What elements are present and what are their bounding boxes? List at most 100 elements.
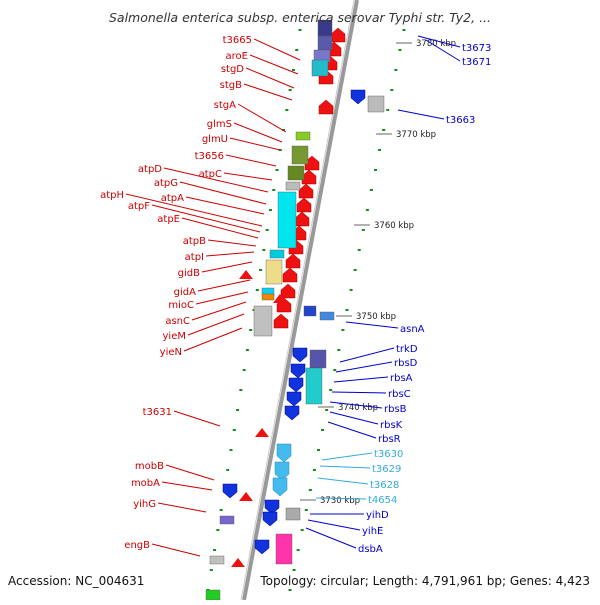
gene-label-asnA: asnA bbox=[400, 324, 425, 335]
leader-line bbox=[165, 464, 215, 481]
gene-block bbox=[219, 515, 235, 525]
accession-text: Accession: NC_004631 bbox=[8, 574, 145, 588]
gene-block bbox=[253, 305, 273, 337]
forward-gene-arrow bbox=[298, 183, 314, 199]
gene-label-yihG: yihG bbox=[133, 499, 156, 510]
leader-line bbox=[335, 361, 393, 373]
scale-label: 3750 kbp bbox=[356, 312, 396, 322]
gene-label-mobA: mobA bbox=[131, 478, 160, 489]
forward-gene-arrow bbox=[280, 283, 296, 299]
leader-line bbox=[179, 181, 267, 205]
gene-label-t3665: t3665 bbox=[223, 35, 252, 46]
forward-gene-arrow bbox=[294, 211, 310, 227]
leader-line bbox=[191, 301, 247, 321]
leader-line bbox=[207, 239, 257, 247]
gene-label-t3629: t3629 bbox=[372, 464, 401, 475]
ring-layer bbox=[206, 0, 406, 601]
gene-label-yihE: yihE bbox=[362, 526, 383, 537]
gene-label-dsbA: dsbA bbox=[358, 544, 383, 555]
reverse-gene-arrow bbox=[284, 405, 300, 421]
scale-label: 3730 kbp bbox=[320, 496, 360, 506]
gene-label-engB: engB bbox=[124, 540, 150, 551]
gene-label-rbsB: rbsB bbox=[384, 404, 407, 415]
gene-label-gidA: gidA bbox=[174, 287, 196, 298]
leader-line bbox=[229, 137, 281, 151]
leader-line bbox=[321, 452, 373, 461]
leader-line bbox=[425, 39, 461, 62]
leader-line bbox=[185, 196, 265, 215]
gene-label-atpB: atpB bbox=[183, 236, 206, 247]
gene-block bbox=[287, 165, 305, 181]
leader-line bbox=[125, 193, 263, 227]
gene-label-atpF: atpF bbox=[128, 201, 150, 212]
leader-line bbox=[329, 411, 379, 425]
gene-block bbox=[309, 349, 327, 369]
gene-label-mobB: mobB bbox=[135, 461, 164, 472]
gene-label-atpI: atpI bbox=[185, 252, 204, 263]
scale-label: 3760 kbp bbox=[374, 221, 414, 231]
gene-block bbox=[275, 533, 293, 565]
gene-label-mioC: mioC bbox=[168, 300, 194, 311]
reverse-gene-arrow bbox=[222, 483, 238, 499]
gene-label-stgD: stgD bbox=[221, 64, 244, 75]
leader-line bbox=[331, 391, 387, 394]
gene-block bbox=[295, 131, 311, 141]
rna-gene-arrow bbox=[276, 443, 292, 463]
reverse-gene-arrow bbox=[286, 391, 302, 407]
leader-line bbox=[223, 172, 273, 181]
gene-label-stgA: stgA bbox=[214, 100, 236, 111]
gene-block bbox=[303, 305, 317, 317]
gene-label-gidB: gidB bbox=[178, 268, 200, 279]
gene-label-asnC: asnC bbox=[165, 316, 190, 327]
gene-label-t3628: t3628 bbox=[370, 480, 399, 491]
leader-line bbox=[201, 261, 253, 273]
reverse-gene-arrow bbox=[290, 363, 306, 379]
gene-label-yihD: yihD bbox=[366, 510, 389, 521]
gene-block bbox=[311, 59, 329, 77]
leader-line bbox=[317, 477, 369, 485]
gene-block bbox=[319, 311, 335, 321]
gene-label-t3663: t3663 bbox=[446, 115, 475, 126]
leader-line bbox=[233, 122, 283, 143]
backbone-line bbox=[242, 0, 359, 601]
gene-block bbox=[305, 367, 323, 405]
feature-layer bbox=[205, 19, 385, 601]
forward-gene-arrow bbox=[296, 197, 312, 213]
gene-block bbox=[269, 249, 285, 259]
gene-block bbox=[209, 555, 225, 565]
leader-line bbox=[205, 251, 255, 257]
leader-line bbox=[173, 410, 221, 427]
forward-gene-arrow bbox=[255, 428, 269, 437]
leader-line bbox=[181, 217, 259, 239]
scale-label: 3780 kbp bbox=[416, 39, 456, 49]
leader-line bbox=[225, 154, 277, 167]
leader-line bbox=[307, 519, 361, 531]
gene-label-trkD: trkD bbox=[396, 344, 418, 355]
gene-label-atpH: atpH bbox=[100, 190, 124, 201]
map-title: Salmonella enterica subsp. enterica sero… bbox=[108, 10, 492, 25]
scale-label: 3770 kbp bbox=[396, 130, 436, 140]
leader-line bbox=[253, 38, 301, 61]
gene-label-stgB: stgB bbox=[220, 80, 242, 91]
leader-line bbox=[151, 204, 261, 233]
gene-block bbox=[317, 35, 333, 51]
leader-line bbox=[187, 313, 245, 336]
leader-line bbox=[157, 502, 207, 513]
gene-label-t3631: t3631 bbox=[143, 407, 172, 418]
leader-line bbox=[339, 347, 395, 363]
forward-gene-arrow bbox=[239, 492, 253, 501]
gene-label-aroE: aroE bbox=[226, 51, 248, 62]
gene-label-rbsD: rbsD bbox=[394, 358, 418, 369]
gene-block bbox=[277, 191, 297, 249]
leader-line bbox=[333, 376, 389, 383]
leader-line bbox=[161, 481, 213, 491]
gene-label-glmS: glmS bbox=[207, 119, 232, 130]
rna-gene-arrow bbox=[272, 477, 288, 497]
leader-line bbox=[151, 543, 201, 557]
forward-gene-arrow bbox=[330, 27, 346, 43]
leader-line bbox=[243, 83, 293, 101]
gene-label-glmU: glmU bbox=[202, 134, 228, 145]
gene-block bbox=[367, 95, 385, 113]
leader-line bbox=[315, 497, 367, 500]
